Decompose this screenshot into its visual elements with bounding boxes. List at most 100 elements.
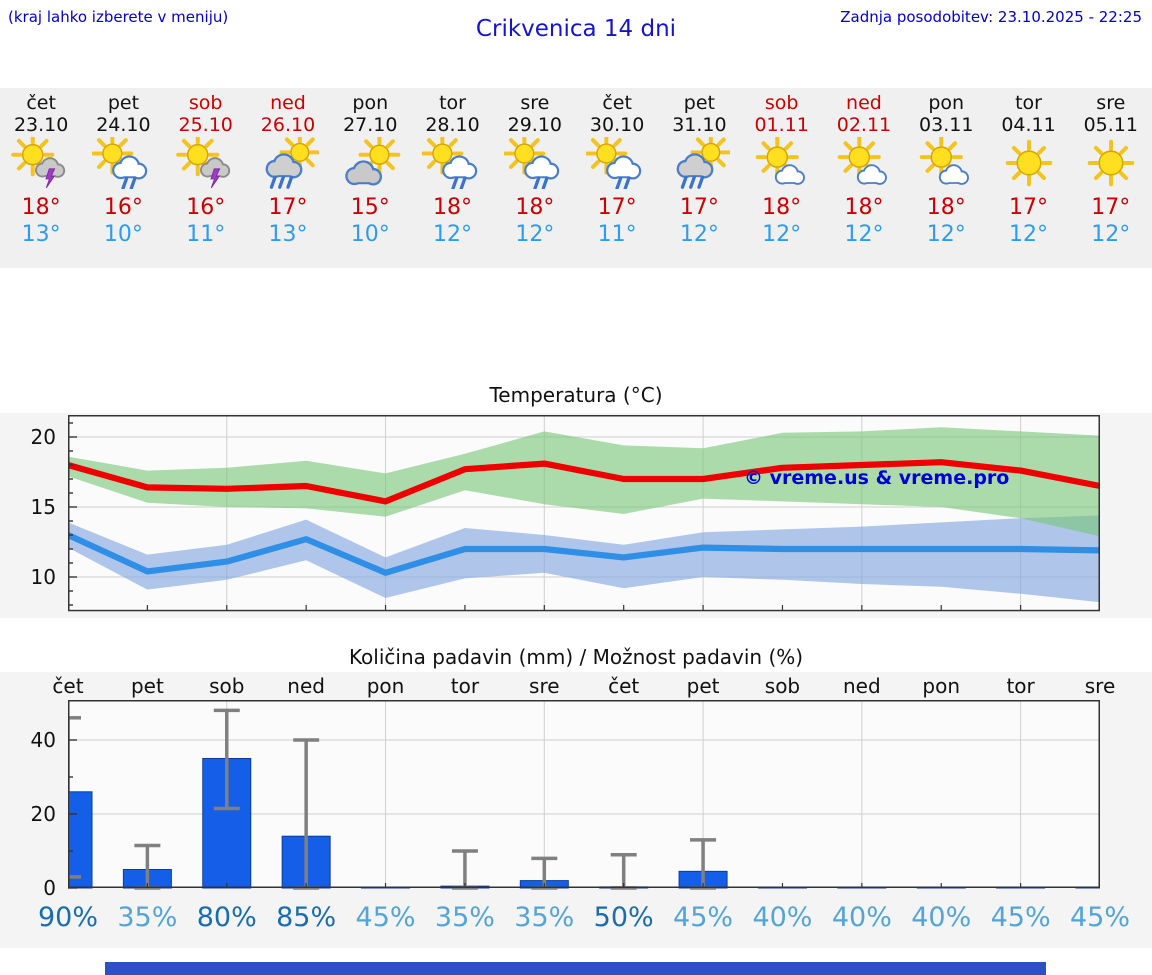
day-name: sre: [1096, 92, 1126, 114]
day-column: pon 27.10 15° 10°: [329, 88, 411, 268]
temp-min-label: 12°: [844, 222, 884, 247]
day-date: 31.10: [672, 114, 727, 136]
day-date: 30.10: [589, 114, 645, 136]
temperature-chart: [68, 415, 1100, 612]
day-column: sob 01.11 18° 12°: [741, 88, 823, 268]
day-name: sre: [520, 92, 550, 114]
temp-min-label: 13°: [21, 222, 61, 247]
precipitation-chart-title: Količina padavin (mm) / Možnost padavin …: [348, 645, 804, 669]
weather-icon-slot: [1070, 137, 1152, 193]
temp-min-label: 12°: [1009, 222, 1049, 247]
temp-max-label: 18°: [762, 195, 802, 220]
day-column: ned 26.10 17° 13°: [247, 88, 329, 268]
sun-cloud-thunder-icon: [175, 133, 230, 189]
weather-icon-slot: [82, 132, 164, 193]
sun-cloud-rain-icon: [585, 132, 642, 191]
precip-day-label: čet: [608, 674, 640, 698]
precip-day-label: ned: [843, 674, 881, 698]
precip-day-label: tor: [450, 674, 480, 698]
precip-day-label: tor: [1006, 674, 1035, 698]
sun-small-cloud-icon: [755, 135, 805, 185]
sun-cloud-heavy-rain-icon: [676, 132, 732, 189]
day-name: tor: [439, 92, 466, 114]
day-date: 01.11: [754, 114, 809, 136]
precip-day-label: pon: [366, 674, 405, 698]
page-title: Crikvenica 14 dni: [475, 16, 677, 42]
day-date: 03.11: [919, 114, 974, 136]
day-date: 23.10: [13, 114, 69, 136]
precip-day-label: pet: [686, 674, 720, 698]
day-name: ned: [846, 92, 882, 114]
precip-probability: 35%: [117, 902, 178, 933]
day-date: 25.10: [178, 114, 233, 136]
day-name: ned: [270, 92, 306, 114]
day-column: čet 30.10 17° 11°: [576, 88, 658, 268]
temp-max-label: 17°: [679, 195, 719, 220]
sun-small-cloud-icon: [919, 135, 970, 185]
y-axis-tick-label: 20: [30, 802, 56, 826]
weather-icon-slot: [987, 137, 1069, 193]
sun-cloud-thunder-icon: [11, 133, 66, 189]
temp-min-label: 11°: [186, 222, 226, 247]
precip-probability: 45%: [355, 902, 416, 933]
sun-cloud-rain-icon: [420, 132, 477, 191]
day-column: sre 29.10 18° 12°: [494, 88, 576, 268]
precip-probability: 90%: [37, 902, 99, 933]
temp-min-label: 10°: [103, 222, 143, 247]
temp-max-label: 16°: [186, 195, 226, 220]
temp-max-label: 16°: [103, 195, 143, 220]
temp-min-label: 12°: [679, 222, 719, 247]
temp-max-label: 18°: [515, 195, 555, 220]
precip-probability: 40%: [752, 902, 813, 933]
weather-icon-slot: [823, 135, 905, 193]
temp-max-label: 17°: [1091, 195, 1131, 220]
sun-cloud-gray-icon: [345, 133, 401, 186]
day-column: sre 05.11 17° 12°: [1070, 88, 1152, 268]
y-axis-tick-label: 15: [30, 495, 56, 519]
sun-icon: [1005, 139, 1052, 187]
precip-probability: 35%: [514, 902, 575, 933]
precip-probability: 45%: [990, 902, 1051, 933]
day-name: pon: [352, 92, 389, 114]
day-date: 28.10: [425, 114, 480, 136]
temp-max-label: 17°: [1009, 195, 1049, 220]
precip-probability: 50%: [593, 902, 654, 933]
temp-min-label: 12°: [433, 222, 473, 247]
temp-min-label: 12°: [762, 222, 802, 247]
day-name: sob: [764, 92, 799, 114]
sun-small-cloud-icon: [837, 135, 887, 185]
temp-max-label: 15°: [350, 195, 390, 220]
day-column: pet 31.10 17° 12°: [658, 88, 740, 268]
temp-max-label: 18°: [21, 195, 61, 220]
temp-min-label: 12°: [1091, 222, 1131, 247]
day-name: pet: [107, 92, 140, 114]
day-column: tor 04.11 17° 12°: [987, 88, 1069, 268]
day-date: 24.10: [96, 114, 151, 136]
temp-min-label: 12°: [926, 222, 966, 247]
temp-max-label: 18°: [926, 195, 966, 220]
sun-cloud-rain-icon: [503, 132, 560, 191]
day-name: tor: [1015, 92, 1042, 114]
weather-icon-slot: [411, 132, 493, 193]
precip-day-label: sre: [1084, 674, 1116, 698]
temperature-chart-title: Temperatura (°C): [489, 383, 663, 407]
day-name: sob: [188, 92, 223, 114]
day-date: 29.10: [507, 114, 563, 136]
day-date: 04.11: [1001, 114, 1056, 136]
sun-cloud-rain-icon: [91, 132, 148, 191]
weather-icon-slot: [247, 132, 329, 193]
precip-day-label: sob: [209, 674, 245, 698]
weather-icon-slot: [576, 132, 658, 193]
weather-icon-slot: [494, 132, 576, 193]
day-date: 26.10: [260, 114, 316, 136]
weather-icon-slot: [0, 133, 82, 193]
precip-day-label: pon: [922, 674, 961, 698]
temp-min-label: 10°: [350, 222, 390, 247]
precipitation-chart: [68, 700, 1100, 890]
precip-probability: 40%: [831, 902, 892, 933]
precip-day-label: čet: [52, 674, 84, 698]
day-name: čet: [26, 92, 56, 114]
menu-hint-link[interactable]: (kraj lahko izberete v meniju): [8, 8, 229, 26]
precip-probability: 85%: [276, 902, 337, 933]
temp-min-label: 12°: [515, 222, 555, 247]
